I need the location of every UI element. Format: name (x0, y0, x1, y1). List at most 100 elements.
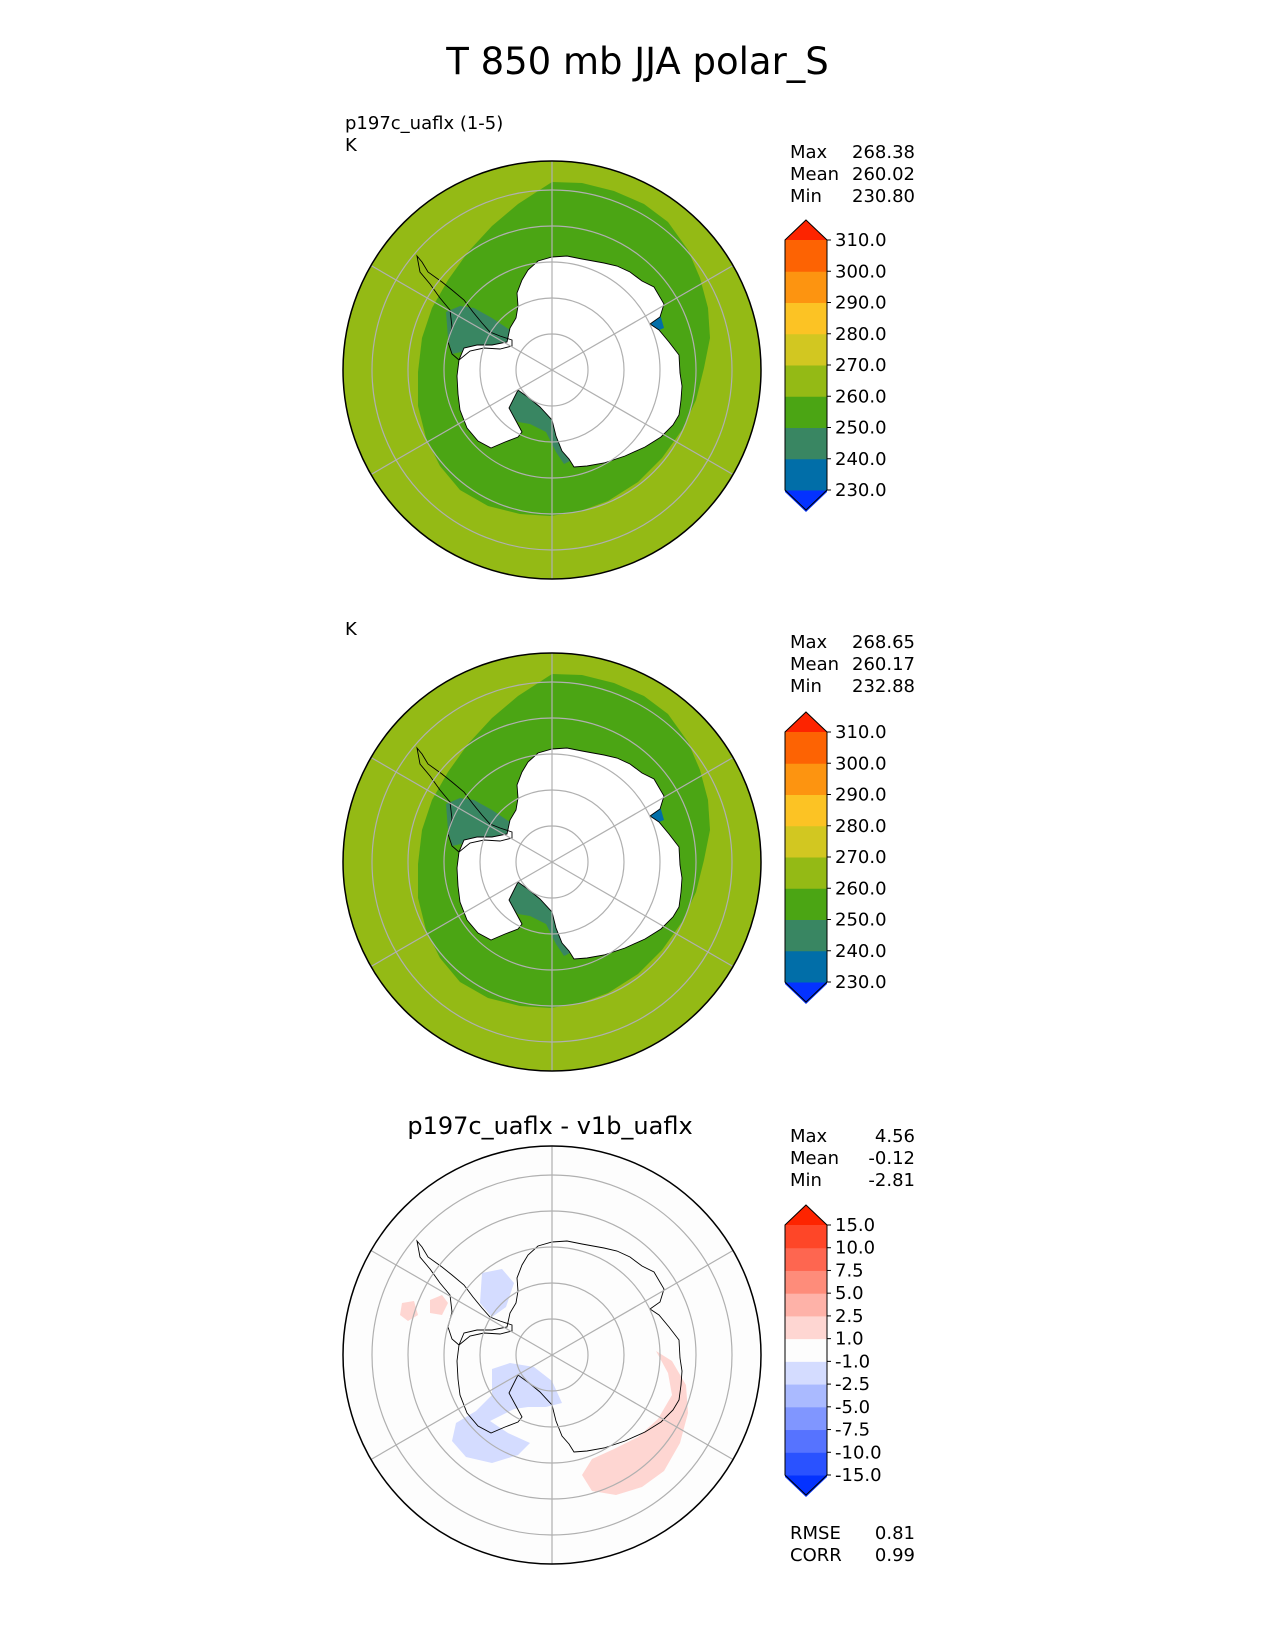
meridian-gridline (369, 369, 553, 476)
panel3-polar-map (342, 1145, 762, 1565)
colorbar-tick-label: 260.0 (835, 386, 887, 407)
meridian-gridline (551, 369, 735, 476)
colorbar-segment (785, 1429, 827, 1453)
colorbar-tick-label: 230.0 (835, 972, 887, 993)
panel3-colorbar: -15.0-10.0-7.5-5.0-2.5-1.01.02.55.07.510… (784, 1204, 882, 1497)
colorbar-tick-label: -5.0 (835, 1397, 870, 1418)
colorbar-segment (785, 1315, 827, 1340)
colorbar-segment (785, 794, 827, 827)
panel2-polar-map (342, 652, 762, 1072)
colorbar-tick-label: -7.5 (835, 1420, 870, 1441)
colorbar-segment (785, 302, 827, 335)
colorbar-tick-label: 290.0 (835, 785, 887, 806)
figure-title: T 850 mb JJA polar_S (446, 40, 829, 83)
antarctica-coastline (456, 255, 683, 468)
colorbar-segment (785, 396, 827, 428)
meridian-gridline (551, 1249, 735, 1356)
colorbar-segment (785, 1406, 827, 1431)
panel3-stats: Max 4.56 Mean -0.12 Min -2.81 (790, 1126, 915, 1192)
stat-label: Max (790, 1126, 828, 1147)
colorbar-tick-label: 250.0 (835, 910, 887, 931)
colorbar-segment (785, 1384, 827, 1408)
colorbar-tick-label: 270.0 (835, 355, 887, 376)
colorbar-tick-label: 310.0 (835, 722, 887, 743)
colorbar-tick-label: 5.0 (835, 1283, 864, 1304)
meridian-gridline (369, 1249, 553, 1356)
colorbar-segment (785, 1361, 827, 1385)
colorbar-tick-label: 10.0 (835, 1238, 875, 1259)
panel2-stats: Max 268.65 Mean 260.17 Min 232.88 (790, 632, 915, 698)
colorbar-segment (785, 1247, 827, 1271)
colorbar-segment (785, 732, 827, 764)
stat-value: -2.81 (868, 1170, 915, 1191)
colorbar-segment (785, 1225, 827, 1249)
colorbar-tick-label: 270.0 (835, 847, 887, 868)
stat-value: 268.38 (852, 142, 915, 163)
colorbar-tick-label: 250.0 (835, 418, 887, 439)
colorbar-segment (785, 857, 827, 889)
positive-anomaly-region (430, 1295, 448, 1315)
stat-label: Max (790, 632, 828, 653)
panel1-stats: Max 268.38 Mean 260.02 Min 230.80 (790, 142, 915, 208)
colorbar-tick-label: -2.5 (835, 1374, 870, 1395)
panel1-units: K (345, 135, 357, 156)
colorbar-tick-label: 230.0 (835, 480, 887, 501)
colorbar-tick-label: 300.0 (835, 261, 887, 282)
colorbar-tick-label: 290.0 (835, 293, 887, 314)
panel1-colorbar: 230.0 240.0 250.0 260.0 270.0 280.0 290.0 300.0… (784, 219, 887, 512)
metric-label: RMSE (790, 1523, 841, 1544)
antarctic-peninsula-coastline (416, 254, 513, 361)
colorbar-extend-high (785, 220, 827, 240)
colorbar-segment (785, 1270, 827, 1294)
colorbar-segment (785, 365, 827, 397)
colorbar-segment (785, 333, 827, 366)
colorbar-segment (785, 919, 827, 952)
colorbar-tick-label: 15.0 (835, 1215, 875, 1236)
meridian-gridline (369, 756, 553, 863)
meridian-gridline (369, 861, 553, 968)
colorbar-segment (785, 271, 827, 303)
meridian-gridline (369, 264, 553, 371)
map-field (343, 653, 761, 1071)
colorbar-tick-label: 2.5 (835, 1306, 864, 1327)
colorbar-tick-label: 280.0 (835, 324, 887, 345)
stat-label: Min (790, 1170, 822, 1191)
antarctica-coastline (456, 747, 683, 960)
stat-label: Min (790, 676, 822, 697)
positive-anomaly-region (582, 1351, 688, 1495)
meridian-gridline (369, 1354, 553, 1461)
panel2-colorbar: 230.0 240.0 250.0 260.0 270.0 280.0 290.0 300.0… (784, 711, 887, 1004)
map-field (343, 1146, 761, 1564)
colorbar-tick-label: 310.0 (835, 230, 887, 251)
map-field (343, 161, 761, 579)
map-boundary (342, 1145, 762, 1565)
colorbar-segment (785, 888, 827, 920)
colorbar-segment (785, 458, 827, 491)
antarctica-coastline (456, 1240, 683, 1453)
panel1-polar-map (342, 160, 762, 580)
stat-label: Mean (790, 164, 840, 185)
meridian-gridline (551, 264, 735, 371)
negative-anomaly-region (480, 1269, 514, 1317)
metric-value: 0.81 (874, 1523, 915, 1544)
colorbar-extend-high (785, 712, 827, 732)
colorbar-segment (785, 825, 827, 858)
panel1-case-name: p197c_uaflx (1-5) (345, 113, 504, 134)
panel3-metrics: RMSE 0.81 CORR 0.99 (790, 1523, 915, 1567)
stat-value: 4.56 (874, 1126, 915, 1147)
antarctic-peninsula-coastline (416, 746, 513, 853)
colorbar-tick-label: 300.0 (835, 753, 887, 774)
stat-value: 232.88 (852, 676, 915, 697)
stat-value: 260.17 (852, 654, 915, 675)
colorbar-tick-label: -15.0 (835, 1465, 882, 1486)
colorbar-segment (785, 1338, 827, 1362)
meridian-gridline (551, 756, 735, 863)
metric-value: 0.99 (874, 1545, 915, 1566)
colorbar-tick-label: -1.0 (835, 1351, 870, 1372)
stat-value: 260.02 (852, 164, 915, 185)
stat-label: Mean (790, 654, 840, 675)
colorbar-segment (785, 427, 827, 460)
colorbar-tick-label: -10.0 (835, 1442, 882, 1463)
stat-value: -0.12 (868, 1148, 915, 1169)
colorbar-tick-label: 7.5 (835, 1260, 864, 1281)
